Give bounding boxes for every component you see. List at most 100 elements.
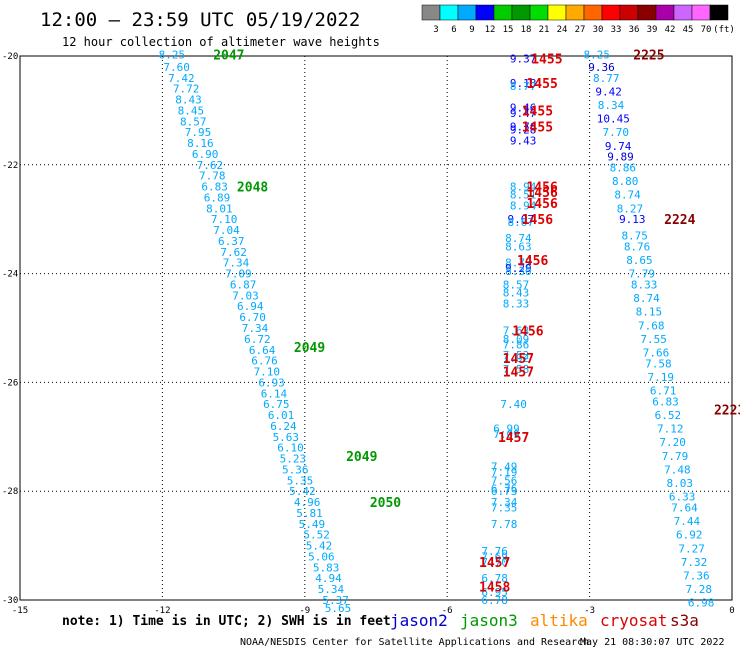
time-label: 1458 — [479, 580, 510, 595]
swh-point-label: 8.33 — [503, 298, 530, 311]
swh-point-label: 5.63 — [273, 431, 300, 444]
swh-point-label: 7.28 — [686, 583, 713, 596]
time-label: 1457 — [503, 352, 534, 367]
swh-point-label: 6.98 — [688, 597, 715, 610]
swh-point-label: 6.01 — [268, 409, 295, 422]
y-tick-label: -22 — [2, 161, 18, 171]
colorbar-tick-label: 27 — [575, 25, 586, 35]
swh-point-label: 7.92 — [503, 352, 530, 365]
swh-point-label: 9.29 — [505, 262, 532, 275]
x-tick-label: -12 — [154, 606, 170, 616]
y-tick-label: -24 — [2, 270, 18, 280]
swh-point-label: 8.03 — [667, 477, 694, 490]
note-text: note: 1) Time is in UTC; 2) SWH is in fe… — [62, 614, 391, 629]
swh-point-label: 8.09 — [503, 333, 530, 346]
time-label: 1457 — [498, 431, 529, 446]
swh-point-label: 6.94 — [237, 300, 264, 313]
swh-point-label: 7.32 — [681, 556, 708, 569]
time-label: 2049 — [346, 450, 377, 465]
swh-point-label: 7.27 — [678, 542, 705, 555]
swh-point-label: 6.24 — [270, 420, 297, 433]
swh-point-label: 6.52 — [655, 409, 682, 422]
swh-point-label: 7.79 — [629, 268, 656, 281]
swh-point-label: 6.92 — [676, 529, 703, 542]
swh-point-label: 7.40 — [500, 398, 527, 411]
swh-point-label: 7.34 — [242, 322, 269, 335]
swh-point-label: 8.94 — [510, 200, 537, 213]
legend-entry: cryosat — [600, 611, 667, 630]
colorbar-swatch — [565, 4, 585, 21]
x-tick-label: 0 — [729, 606, 734, 616]
colorbar-swatch — [637, 4, 657, 21]
y-tick-label: -20 — [2, 52, 18, 62]
swh-point-label: 7.03 — [232, 289, 259, 302]
swh-point-label: 8.74 — [614, 189, 641, 202]
time-label: 2048 — [237, 181, 268, 196]
colorbar-tick-label: 45 — [683, 25, 694, 35]
y-tick-labels: -20 -22 -24 -26 -28 -30 — [2, 52, 18, 606]
swh-point-label: 7.63 — [503, 325, 530, 338]
swh-point-label: 7.79 — [662, 450, 689, 463]
swh-point-label: 7.72 — [173, 83, 200, 96]
colorbar-tick-label: 12 — [485, 25, 496, 35]
swh-point-label: 7.70 — [481, 556, 508, 569]
swh-point-label: 5.83 — [313, 561, 340, 574]
colorbar-swatch — [547, 4, 567, 21]
time-label: 1456 — [526, 181, 557, 196]
swh-point-label: 5.23 — [280, 453, 307, 466]
swh-point-label: 8.77 — [510, 80, 537, 93]
swh-point-label: 8.43 — [175, 94, 202, 107]
x-tick-label: -15 — [12, 606, 28, 616]
colorbar-swatch — [691, 4, 711, 21]
colorbar-tick-label: 21 — [539, 25, 550, 35]
swh-point-label: 8.25 — [583, 48, 610, 61]
swh-point-label: 10.45 — [597, 113, 630, 126]
time-label: 2225 — [633, 48, 664, 63]
swh-point-label: 7.09 — [225, 268, 252, 281]
swh-point-label: 5.35 — [287, 474, 314, 487]
swh-point-label: 9.28 — [510, 123, 537, 136]
swh-point-label: 4.96 — [294, 496, 321, 509]
swh-point-label: 5.34 — [318, 583, 345, 596]
time-label: 2047 — [213, 48, 244, 63]
colorbar-tick-label: 18 — [521, 25, 532, 35]
colorbar-tick-label: 70 — [701, 25, 712, 35]
chart-subtitle: 12 hour collection of altimeter wave hei… — [62, 35, 380, 49]
swh-point-label: 6.70 — [239, 311, 266, 324]
swh-point-label: 8.27 — [617, 202, 644, 215]
swh-point-label: 6.75 — [263, 398, 290, 411]
swh-point-label: 9.76 — [510, 121, 537, 134]
swh-point-label: 8.74 — [505, 232, 532, 245]
swh-point-label: 7.48 — [664, 463, 691, 476]
swh-point-label: 8.76 — [624, 240, 651, 253]
swh-point-label: 5.37 — [322, 594, 349, 607]
swh-point-label: 8.57 — [503, 278, 530, 291]
legend-entry: jason2 — [390, 611, 448, 630]
swh-point-label: 8.74 — [633, 292, 660, 305]
colorbar-swatch — [421, 4, 441, 21]
swh-point-label: 9.74 — [605, 140, 632, 153]
grid-lines — [20, 56, 732, 600]
y-tick-label: -26 — [2, 378, 18, 388]
swh-point-label: 6.76 — [491, 482, 518, 495]
swh-point-label: 6.83 — [652, 395, 679, 408]
swh-point-label: 8.15 — [636, 306, 663, 319]
swh-point-label: 6.89 — [204, 191, 231, 204]
swh-point-label: 6.99 — [493, 423, 520, 436]
x-tick-label: -3 — [584, 606, 595, 616]
swh-point-label: 7.78 — [491, 518, 518, 531]
swh-point-label: 4.94 — [315, 572, 342, 585]
swh-point-label: 6.78 — [481, 572, 508, 585]
swh-point-label: 7.42 — [168, 72, 195, 85]
swh-point-label: 6.72 — [244, 333, 271, 346]
swh-point-label: 5.06 — [308, 550, 335, 563]
swh-point-label: 7.68 — [638, 319, 665, 332]
swh-point-label: 9.36 — [588, 61, 615, 74]
swh-point-label: 7.12 — [657, 423, 684, 436]
colorbar-swatch — [493, 4, 513, 21]
swh-point-label: 7.20 — [659, 436, 686, 449]
swh-point-label: 6.37 — [218, 235, 245, 248]
swh-point-label: 7.36 — [683, 570, 710, 583]
swh-point-label: 6.87 — [230, 278, 257, 291]
